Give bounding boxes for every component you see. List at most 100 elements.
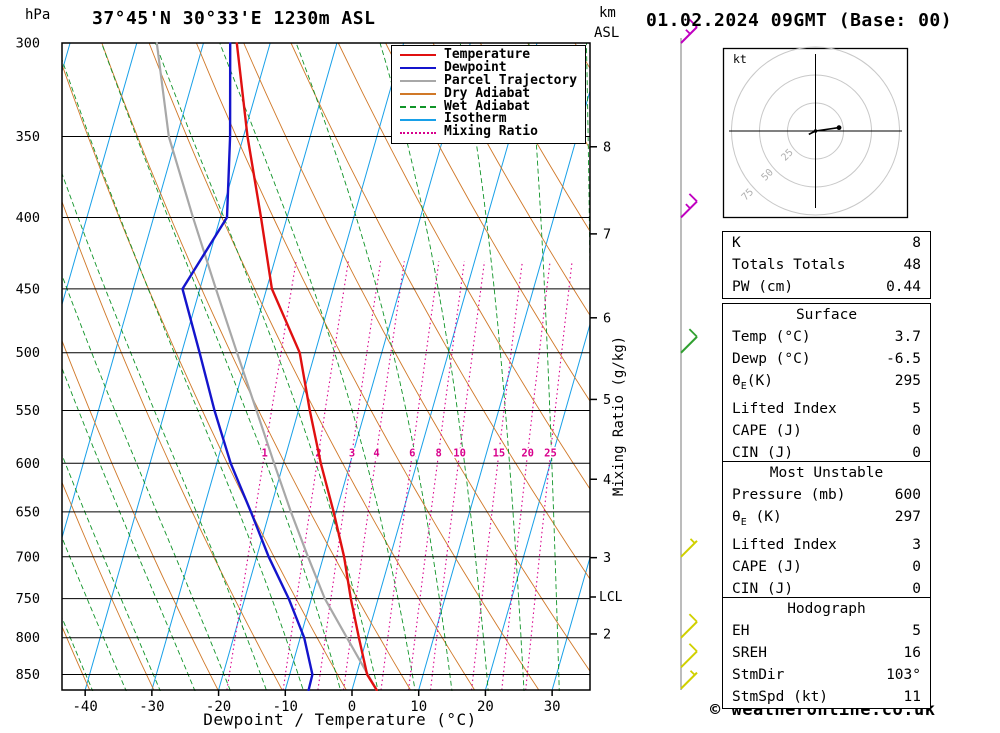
pressure-tick-label: 800 [16, 630, 40, 646]
row-value: 5 [912, 400, 921, 417]
temperature-tick-label: 0 [348, 699, 356, 715]
sounding-curves [155, 42, 378, 691]
wind-barb-column [680, 18, 698, 690]
row-label: Lifted Index [732, 400, 837, 417]
row-label: CAPE (J) [732, 558, 802, 575]
wet-adiabat-lines [62, 42, 590, 691]
mixing-ratio-axis-label: Mixing Ratio (g/kg) [611, 336, 627, 496]
table-row: Lifted Index 3 [723, 534, 930, 556]
hodograph-storm-dot [836, 125, 842, 131]
hodograph-unit-label: kt [733, 52, 747, 66]
row-value: 600 [894, 487, 921, 503]
row-label: SREH [732, 645, 767, 661]
row-label: θE (K) [732, 509, 782, 528]
pressure-tick-label: 600 [16, 456, 40, 472]
table-row: Totals Totals 48 [723, 254, 930, 276]
mixing-ratio-value-label: 1 [262, 448, 268, 460]
table-title: Surface [795, 307, 858, 323]
wind-barb [680, 538, 698, 558]
temperature-tick-label: -40 [73, 699, 98, 715]
table-title: Most Unstable [769, 465, 884, 481]
mixing-ratio-value-label: 15 [493, 448, 506, 460]
legend-swatch-parcel-trajectory [400, 80, 436, 83]
table-row: θE (K) 297 [723, 506, 930, 534]
row-label: StmSpd (kt) [732, 689, 829, 705]
row-value: 0 [912, 558, 921, 575]
isotherm-lines [62, 42, 590, 691]
table-row: CIN (J) 0 [723, 578, 930, 600]
pressure-tick-label: 500 [16, 345, 40, 361]
row-label: Totals Totals [732, 257, 846, 273]
valid-datetime: 01.02.2024 09GMT (Base: 00) [646, 10, 953, 31]
row-value: 0 [912, 422, 921, 439]
table-row: SREH 16 [723, 642, 930, 664]
pressure-gridlines [62, 42, 590, 676]
row-value: -6.5 [886, 351, 921, 367]
lcl-label: LCL [599, 590, 623, 605]
pressure-axis-labels: 300 350 400 450 500 550 600 650 700 750 800 850 [16, 36, 40, 684]
temperature-curve [235, 42, 378, 691]
table-row: CIN (J) 0 [723, 442, 930, 464]
table-row: CAPE (J) 0 [723, 556, 930, 578]
table-row: Lifted Index 5 [723, 398, 930, 420]
legend-label: Temperature [444, 47, 531, 62]
table-row: StmSpd (kt) 11 [723, 686, 930, 708]
legend-swatch-dry-adiabat [400, 93, 436, 96]
table-row: Dewp (°C) -6.5 [723, 348, 930, 370]
temperature-tick-label: -20 [206, 699, 231, 715]
legend-item: Mixing Ratio [400, 124, 577, 140]
legend-label: Mixing Ratio [444, 124, 538, 140]
x-axis-title: Dewpoint / Temperature (°C) [203, 710, 477, 729]
row-label: CIN (J) [732, 580, 794, 597]
table-row: StmDir 103° [723, 664, 930, 686]
mixing-ratio-value-label: 20 [521, 448, 534, 460]
row-value: 3.7 [894, 329, 921, 345]
legend-item: Dry Adiabat [400, 85, 577, 101]
row-label: EH [732, 623, 750, 639]
hodograph-origin-dot [813, 129, 818, 133]
legend-label: Isotherm [444, 111, 507, 127]
surface-table: Surface Temp (°C) 3.7 Dewp (°C) -6.5 θE(K) 295… [722, 303, 931, 465]
row-label: StmDir [732, 667, 785, 683]
row-value: 8 [912, 235, 921, 251]
legend-label: Dry Adiabat [444, 85, 531, 101]
pressure-unit-label: hPa [25, 7, 51, 23]
table-row: θE(K) 295 [723, 370, 930, 398]
indices-table: K 8 Totals Totals 48 PW (cm) 0.44 [722, 231, 931, 299]
legend-swatch-temperature [400, 54, 436, 57]
km-tick-label: 2 [603, 626, 611, 642]
legend-item: Temperature [400, 47, 577, 62]
temperature-tick-label: 20 [477, 699, 494, 715]
mixing-ratio-value-label: 25 [544, 448, 557, 460]
legend-item: Isotherm [400, 113, 577, 126]
mixing-ratio-value-label: 3 [349, 448, 355, 460]
row-value: 5 [912, 623, 921, 639]
pressure-tick-label: 850 [16, 667, 40, 683]
parcel-trajectory-curve [155, 42, 378, 691]
row-value: 297 [894, 509, 921, 525]
asl-axis-unit-label: ASL [594, 25, 620, 41]
table-row: Temp (°C) 3.7 [723, 326, 930, 348]
pressure-tick-label: 650 [16, 504, 40, 520]
row-value: 3 [912, 536, 921, 553]
dry-adiabat-lines [62, 42, 590, 691]
row-label: Temp (°C) [732, 329, 811, 345]
temperature-tick-label: 10 [410, 699, 427, 715]
mixing-ratio-value-label: 4 [373, 448, 379, 460]
wind-barb [680, 193, 698, 219]
legend-swatch-isotherm [400, 118, 436, 121]
pressure-tick-label: 550 [16, 403, 40, 419]
mixing-ratio-value-label: 8 [436, 448, 442, 460]
row-label: θE(K) [732, 373, 773, 392]
table-title: Hodograph [787, 601, 866, 617]
km-tick-label: 7 [603, 226, 611, 242]
legend-label: Wet Adiabat [444, 98, 531, 114]
legend-swatch-wet-adiabat [400, 106, 436, 108]
row-value: 0 [912, 444, 921, 461]
pressure-tick-label: 300 [16, 36, 40, 52]
km-tick-label: 8 [603, 139, 611, 155]
row-label: Pressure (mb) [732, 487, 846, 503]
